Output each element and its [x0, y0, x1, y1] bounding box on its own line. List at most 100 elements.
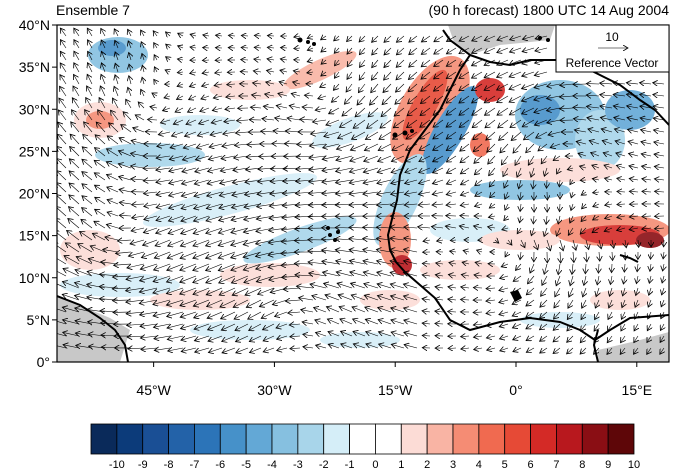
wind-vector — [381, 107, 392, 117]
wind-vector — [370, 95, 379, 105]
wind-vector — [166, 57, 170, 60]
wind-vector — [484, 83, 496, 90]
wind-vector — [593, 192, 600, 193]
wind-vector — [533, 179, 534, 189]
colorbar-label: 4 — [476, 459, 482, 471]
wind-vector — [241, 60, 249, 61]
wind-vector — [165, 70, 170, 72]
wind-vector — [663, 263, 664, 271]
wind-vector — [141, 89, 144, 97]
wind-vector — [588, 129, 600, 132]
wind-vector — [335, 59, 340, 66]
wind-vector — [190, 34, 197, 36]
wind-vector — [418, 227, 431, 228]
wind-vector — [368, 107, 379, 117]
wind-vector — [580, 166, 587, 168]
wind-vector — [621, 323, 625, 331]
wind-vector — [497, 107, 509, 115]
wind-vector — [651, 251, 652, 259]
wind-vector — [350, 143, 366, 150]
wind-vector — [403, 284, 418, 288]
wind-vector — [363, 227, 379, 228]
wind-vector — [57, 243, 67, 253]
lon-tick-label: 15°W — [378, 382, 413, 398]
wind-vector — [288, 312, 301, 313]
wind-vector — [101, 74, 105, 85]
wind-vector — [142, 54, 144, 61]
wind-vector — [421, 71, 431, 79]
wind-vector — [554, 311, 561, 319]
wind-vector — [82, 147, 93, 157]
wind-vector — [380, 119, 392, 128]
colorbar-label: 7 — [553, 459, 559, 471]
wind-vector — [371, 71, 379, 80]
wind-vector — [143, 227, 158, 233]
wind-vector — [433, 131, 444, 139]
wind-vector — [106, 225, 119, 229]
wind-vector — [218, 251, 236, 258]
wind-vector — [484, 35, 496, 41]
wind-vector — [484, 95, 496, 103]
wind-vector — [82, 196, 93, 205]
wind-vector — [422, 323, 431, 324]
wind-vector — [363, 204, 379, 205]
wind-vector — [544, 263, 547, 274]
wind-vector — [418, 192, 431, 194]
wind-vector — [320, 84, 327, 87]
wind-vector — [74, 74, 80, 85]
wind-vector — [275, 118, 288, 120]
wind-vector — [307, 36, 314, 38]
wind-vector — [170, 144, 184, 148]
wind-vector — [189, 84, 197, 87]
wind-vector — [202, 84, 210, 86]
wind-vector — [280, 59, 288, 60]
wind-vector — [486, 288, 496, 289]
wind-vector — [245, 287, 262, 295]
wind-vector — [580, 227, 587, 234]
wind-vector — [363, 167, 379, 172]
wind-vector — [94, 160, 106, 169]
wind-vector — [127, 263, 145, 268]
wind-vector — [546, 215, 547, 224]
lon-tick-label: 15°E — [622, 382, 653, 398]
wind-vector — [160, 120, 171, 123]
wind-vector — [641, 130, 652, 132]
wind-vector — [662, 287, 664, 295]
wind-vector — [520, 191, 521, 200]
wind-vector — [193, 227, 210, 234]
wind-vector — [299, 298, 314, 300]
wind-vector — [473, 312, 483, 313]
wind-vector — [314, 308, 327, 313]
wind-vector — [641, 154, 652, 156]
wind-vector — [98, 110, 106, 121]
wind-vector — [499, 288, 509, 291]
reference-vector-magnitude: 10 — [605, 30, 619, 44]
wind-vector — [582, 204, 586, 209]
wind-vector — [383, 83, 392, 93]
wind-vector — [609, 299, 612, 308]
wind-vector — [181, 227, 197, 234]
wind-vector — [407, 119, 418, 128]
wind-vector — [460, 143, 470, 151]
wind-vector — [275, 311, 288, 317]
wind-vector — [446, 59, 457, 66]
wind-vector — [404, 332, 418, 336]
wind-vector — [499, 300, 509, 303]
wind-vector — [391, 320, 405, 325]
wind-vector — [376, 227, 392, 228]
wind-vector — [304, 95, 314, 96]
wind-vector — [363, 192, 379, 194]
wind-vector — [396, 59, 405, 67]
wind-vector — [419, 167, 431, 173]
wind-vector — [377, 180, 392, 183]
wind-vector — [148, 119, 158, 120]
wind-vector — [520, 251, 521, 260]
colorbar-label: -6 — [215, 459, 225, 471]
wind-vector — [86, 98, 93, 109]
wind-vector — [392, 143, 405, 150]
wind-vector — [178, 46, 183, 48]
wind-vector — [599, 239, 601, 249]
wind-vector — [307, 60, 314, 62]
wind-vector — [107, 149, 119, 157]
